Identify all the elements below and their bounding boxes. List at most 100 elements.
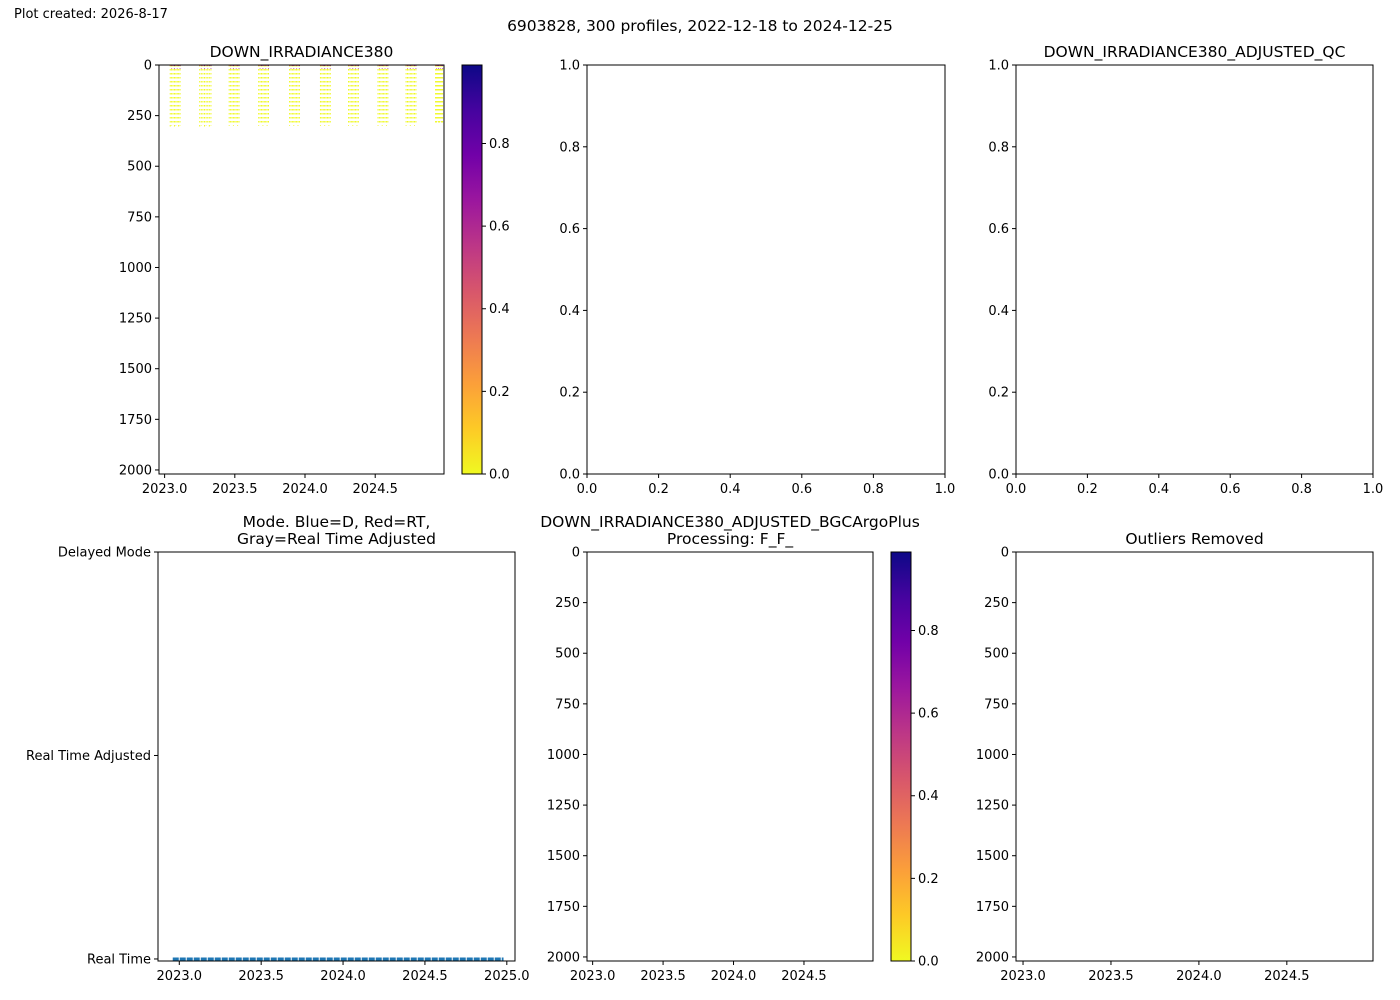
y-tick-label: 0 xyxy=(572,546,580,561)
chart-title: Mode. Blue=D, Red=RT, Gray=Real Time Adju… xyxy=(237,513,436,548)
colorbar-tick-label: 0.0 xyxy=(918,955,939,970)
x-tick-label: 2023.5 xyxy=(1088,969,1134,984)
chart-irr: DOWN_IRRADIANCE380 2023.0 2023.5 2024.0 2024… xyxy=(119,43,510,497)
x-tick-label: 2024.0 xyxy=(1176,969,1222,984)
x-tick-label: 0.0 xyxy=(1006,482,1027,497)
x-tick-label: 2023.0 xyxy=(1000,969,1046,984)
x-tick-label: 2024.5 xyxy=(1264,969,1310,984)
chart-title: Outliers Removed xyxy=(1125,530,1263,548)
y-tick-label: Real Time Adjusted xyxy=(26,749,151,764)
colorbar-tick-label: 0.0 xyxy=(489,468,510,483)
x-tick-label: 2024.0 xyxy=(711,969,757,984)
colorbar-tick-label: 0.6 xyxy=(918,707,939,722)
y-tick-label: 1500 xyxy=(119,362,152,377)
figure-title: 6903828, 300 profiles, 2022-12-18 to 202… xyxy=(507,17,893,35)
y-tick-label: 750 xyxy=(555,697,580,712)
chart-mode: Mode. Blue=D, Red=RT, Gray=Real Time Adju… xyxy=(26,513,530,984)
colorbar: 0.0 0.2 0.4 0.6 0.8 xyxy=(890,551,939,970)
axes-frame xyxy=(1015,64,1374,475)
colorbar-tick-label: 0.2 xyxy=(489,385,510,400)
y-tick-label: 1500 xyxy=(976,849,1009,864)
y-tick-label: 1.0 xyxy=(559,59,580,74)
x-tick-label: 2024.5 xyxy=(781,969,827,984)
y-tick-label: 750 xyxy=(127,210,152,225)
y-tick-label: 1000 xyxy=(547,748,580,763)
axes-frame xyxy=(158,64,445,475)
y-tick-label: 1.0 xyxy=(988,59,1009,74)
chart-title-line: DOWN_IRRADIANCE380 xyxy=(210,43,394,62)
y-tick-label: 250 xyxy=(984,596,1009,611)
colorbar-tick-label: 0.2 xyxy=(918,872,939,887)
x-tick-label: 2024.5 xyxy=(402,969,448,984)
x-tick-label: 2024.5 xyxy=(352,482,398,497)
y-tick-label: 0 xyxy=(144,59,152,74)
y-tick-label: 1750 xyxy=(547,900,580,915)
chart-bgc: DOWN_IRRADIANCE380_ADJUSTED_BGCArgoPlus P… xyxy=(540,513,938,984)
y-tick-label: 0.2 xyxy=(988,386,1009,401)
x-tick-label: 0.2 xyxy=(648,482,669,497)
x-tick-label: 1.0 xyxy=(935,482,956,497)
y-tick-label: 1000 xyxy=(119,261,152,276)
plot-created-label: Plot created: 2026-8-17 xyxy=(14,7,168,22)
y-tick-label: 2000 xyxy=(119,463,152,478)
colorbar-tick-label: 0.4 xyxy=(918,789,939,804)
y-tick-label: 1000 xyxy=(976,748,1009,763)
x-tick-label: 0.8 xyxy=(1291,482,1312,497)
chart-qc: DOWN_IRRADIANCE380_ADJUSTED_QC 0.0 0.2 0.4 0… xyxy=(988,43,1383,497)
y-tick-label: Delayed Mode xyxy=(58,546,151,561)
x-tick-label: 2023.0 xyxy=(570,969,616,984)
x-tick-label: 1.0 xyxy=(1363,482,1384,497)
colorbar-gradient xyxy=(461,64,483,475)
y-tick-label: Real Time xyxy=(87,952,151,967)
x-tick-label: 2023.5 xyxy=(640,969,686,984)
y-tick-label: 0.0 xyxy=(559,468,580,483)
y-tick-label: 1750 xyxy=(119,413,152,428)
y-tick-label: 2000 xyxy=(547,950,580,965)
x-tick-label: 0.8 xyxy=(863,482,884,497)
x-tick-label: 2025.0 xyxy=(484,969,530,984)
y-tick-label: 250 xyxy=(555,596,580,611)
y-tick-label: 500 xyxy=(984,647,1009,662)
x-tick-label: 2023.0 xyxy=(157,969,203,984)
x-tick-label: 2023.0 xyxy=(142,482,188,497)
x-tick-label: 0.6 xyxy=(1220,482,1241,497)
x-tick-label: 0.0 xyxy=(577,482,598,497)
y-tick-label: 0.4 xyxy=(559,304,580,319)
axes-frame xyxy=(157,551,516,962)
colorbar-tick-label: 0.8 xyxy=(489,137,510,152)
y-tick-label: 1750 xyxy=(976,900,1009,915)
chart-title: DOWN_IRRADIANCE380_ADJUSTED_BGCArgoPlus P… xyxy=(540,513,920,549)
y-tick-label: 0 xyxy=(1001,546,1009,561)
x-tick-label: 2024.0 xyxy=(320,969,366,984)
axes-frame xyxy=(586,551,874,962)
chart-title-line: DOWN_IRRADIANCE380_ADJUSTED_BGCArgoPlus xyxy=(540,513,920,532)
x-tick-label: 0.4 xyxy=(1148,482,1169,497)
y-tick-label: 1250 xyxy=(547,799,580,814)
chart-title-line: Mode. Blue=D, Red=RT, xyxy=(243,513,431,531)
y-tick-label: 2000 xyxy=(976,950,1009,965)
x-tick-label: 0.2 xyxy=(1077,482,1098,497)
colorbar-tick-label: 0.8 xyxy=(918,624,939,639)
axes-frame xyxy=(1015,551,1374,962)
chart-title-line: Gray=Real Time Adjusted xyxy=(237,530,436,548)
colorbar: 0.0 0.2 0.4 0.6 0.8 xyxy=(461,64,510,483)
y-tick-label: 0.4 xyxy=(988,304,1009,319)
y-tick-label: 0.8 xyxy=(559,140,580,155)
x-tick-label: 2024.0 xyxy=(282,482,328,497)
chart-title: DOWN_IRRADIANCE380 xyxy=(210,43,394,62)
y-tick-label: 0.2 xyxy=(559,386,580,401)
chart-empty1: 0.0 0.2 0.4 0.6 0.8 1.0 0.0 0.2 0.4 0.6 0.8 1.0 xyxy=(559,59,955,498)
y-tick-label: 500 xyxy=(127,160,152,175)
colorbar-tick-label: 0.4 xyxy=(489,302,510,317)
y-tick-label: 1250 xyxy=(119,312,152,327)
profile-data xyxy=(169,65,444,127)
x-tick-label: 2023.5 xyxy=(238,969,284,984)
y-tick-label: 1500 xyxy=(547,849,580,864)
y-tick-label: 0.0 xyxy=(988,468,1009,483)
colorbar-gradient xyxy=(890,551,912,962)
colorbar-tick-label: 0.6 xyxy=(489,220,510,235)
y-tick-label: 0.6 xyxy=(988,222,1009,237)
x-tick-label: 0.6 xyxy=(791,482,812,497)
y-tick-label: 250 xyxy=(127,109,152,124)
